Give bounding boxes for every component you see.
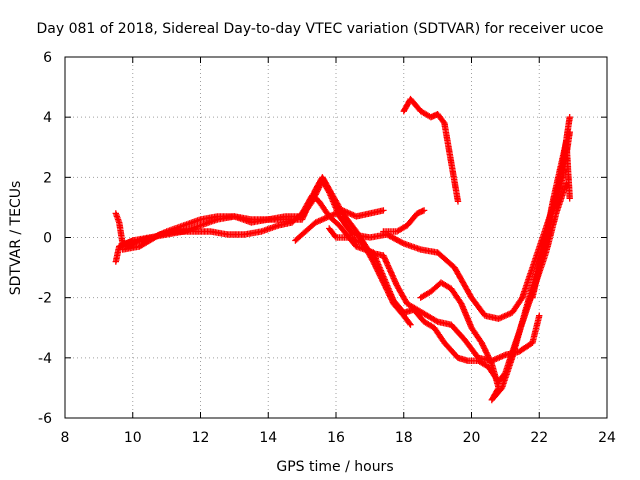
series-track-f <box>380 207 428 235</box>
x-tick-label: 16 <box>327 430 345 446</box>
y-tick-label: 0 <box>43 231 52 247</box>
plus-markers <box>326 225 414 328</box>
y-tick-label: 2 <box>43 170 52 186</box>
y-tick-label: -6 <box>38 411 52 427</box>
y-tick-label: -2 <box>38 291 52 307</box>
chart-title: Day 081 of 2018, Sidereal Day-to-day VTE… <box>37 21 604 37</box>
plot-frame <box>64 56 608 419</box>
x-tick-label: 22 <box>530 430 548 446</box>
series-track-g <box>400 95 462 205</box>
x-tick-label: 20 <box>463 430 481 446</box>
y-tick-label: 4 <box>43 110 52 126</box>
series-track-e <box>292 207 387 244</box>
y-axis-label: SDTVAR / TECUs <box>8 181 24 296</box>
x-axis-label: GPS time / hours <box>276 459 393 475</box>
y-tick-label: 6 <box>43 50 52 66</box>
y-tick-label: -4 <box>38 351 52 367</box>
series-track-i <box>529 138 573 301</box>
plus-markers <box>529 138 573 301</box>
plus-markers <box>292 207 387 244</box>
plus-markers <box>380 207 428 235</box>
x-tick-label: 18 <box>395 430 413 446</box>
plus-markers <box>400 95 462 205</box>
series-track-d <box>326 225 414 328</box>
x-tick-label: 8 <box>61 430 70 446</box>
data-layer <box>112 95 573 404</box>
grid-layer <box>65 57 607 418</box>
x-tick-label: 14 <box>259 430 277 446</box>
x-tick-label: 24 <box>598 430 616 446</box>
series-track-j <box>112 237 136 265</box>
x-tick-label: 12 <box>192 430 210 446</box>
plus-markers <box>112 237 136 265</box>
x-tick-label: 10 <box>124 430 142 446</box>
